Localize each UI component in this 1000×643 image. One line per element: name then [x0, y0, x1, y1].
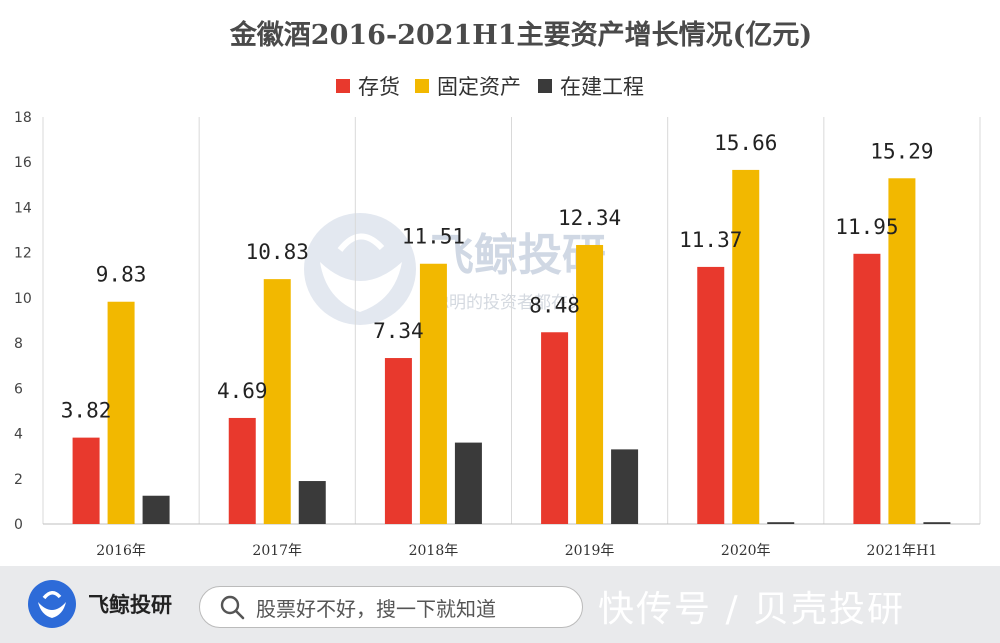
bar: [576, 244, 604, 524]
watermark-subtitle: 聪明的投资者都在关注: [432, 293, 602, 313]
y-tick-label: 14: [14, 200, 32, 216]
data-labels: 3.82 9.83 4.69 10.83 7.34 11.51 8.48 12.34 11.37…: [61, 131, 934, 423]
legend-swatch: [415, 79, 429, 93]
legend-label: 存货: [358, 75, 400, 99]
x-tick-label: 2017年: [252, 543, 302, 559]
bar: [384, 358, 412, 524]
y-tick-label: 8: [14, 336, 23, 352]
y-tick-label: 12: [14, 246, 32, 262]
data-label: 11.37: [679, 228, 742, 252]
search-icon: [220, 595, 245, 620]
y-tick-label: 18: [14, 110, 32, 126]
data-label: 4.69: [217, 379, 268, 403]
legend-label: 在建工程: [560, 75, 644, 99]
brand-name: 飞鲸投研: [88, 593, 172, 617]
y-tick-label: 6: [14, 381, 23, 397]
whale-logo-icon: [28, 580, 76, 628]
data-label: 8.48: [529, 293, 580, 317]
data-label: 3.82: [61, 399, 112, 423]
bar: [611, 449, 639, 524]
search-box[interactable]: 股票好不好，搜一下就知道: [199, 586, 583, 628]
data-label: 15.29: [870, 139, 933, 163]
bar: [697, 266, 725, 524]
axes: 0 2 4 6 8 10 12 14 16 18 2016年 2017年 2018年 2019年 2020年…: [14, 110, 981, 559]
legend-swatch: [538, 79, 552, 93]
bar: [263, 279, 291, 524]
x-tick-label: 2020年: [721, 543, 771, 559]
brand[interactable]: 飞鲸投研: [28, 580, 172, 628]
site-watermark: 快传号 / 贝壳投研: [598, 589, 906, 630]
y-tick-label: 16: [14, 155, 32, 171]
search-placeholder: 股票好不好，搜一下就知道: [256, 596, 496, 621]
y-tick-label: 2: [14, 472, 23, 488]
data-label: 15.66: [714, 131, 777, 155]
data-label: 9.83: [96, 263, 147, 287]
footer-bar: 飞鲸投研 股票好不好，搜一下就知道 快传号 / 贝壳投研: [0, 566, 1000, 643]
y-tick-label: 0: [14, 517, 23, 533]
legend: 存货 固定资产 在建工程: [336, 75, 644, 99]
chart: 金徽酒2016-2021H1主要资产增长情况(亿元) 存货 固定资产 在建工程 飞鲸…: [14, 19, 981, 559]
data-label: 12.34: [558, 206, 621, 230]
bar: [853, 253, 881, 524]
bar: [419, 263, 447, 524]
chart-title: 金徽酒2016-2021H1主要资产增长情况(亿元): [229, 19, 812, 51]
bar: [923, 522, 951, 524]
x-tick-label: 2021年H1: [867, 543, 938, 559]
bar: [541, 332, 569, 524]
legend-label: 固定资产: [437, 75, 521, 99]
bar: [228, 417, 256, 524]
bar: [142, 495, 170, 524]
legend-swatch: [336, 79, 350, 93]
bars: [72, 169, 951, 524]
bar: [72, 437, 100, 524]
x-tick-label: 2016年: [96, 543, 146, 559]
data-label: 10.83: [246, 240, 309, 264]
bar: [732, 169, 760, 524]
x-tick-label: 2019年: [565, 543, 615, 559]
x-tick-label: 2018年: [409, 543, 459, 559]
y-tick-label: 4: [14, 427, 23, 443]
bar: [298, 481, 326, 524]
bar: [107, 301, 135, 524]
bar: [454, 442, 482, 524]
data-label: 11.95: [835, 215, 898, 239]
whale-logo-watermark: [304, 213, 416, 325]
data-label: 11.51: [402, 225, 465, 249]
bar: [888, 178, 916, 524]
bar: [767, 522, 795, 524]
y-tick-label: 10: [14, 291, 32, 307]
data-label: 7.34: [373, 319, 424, 343]
